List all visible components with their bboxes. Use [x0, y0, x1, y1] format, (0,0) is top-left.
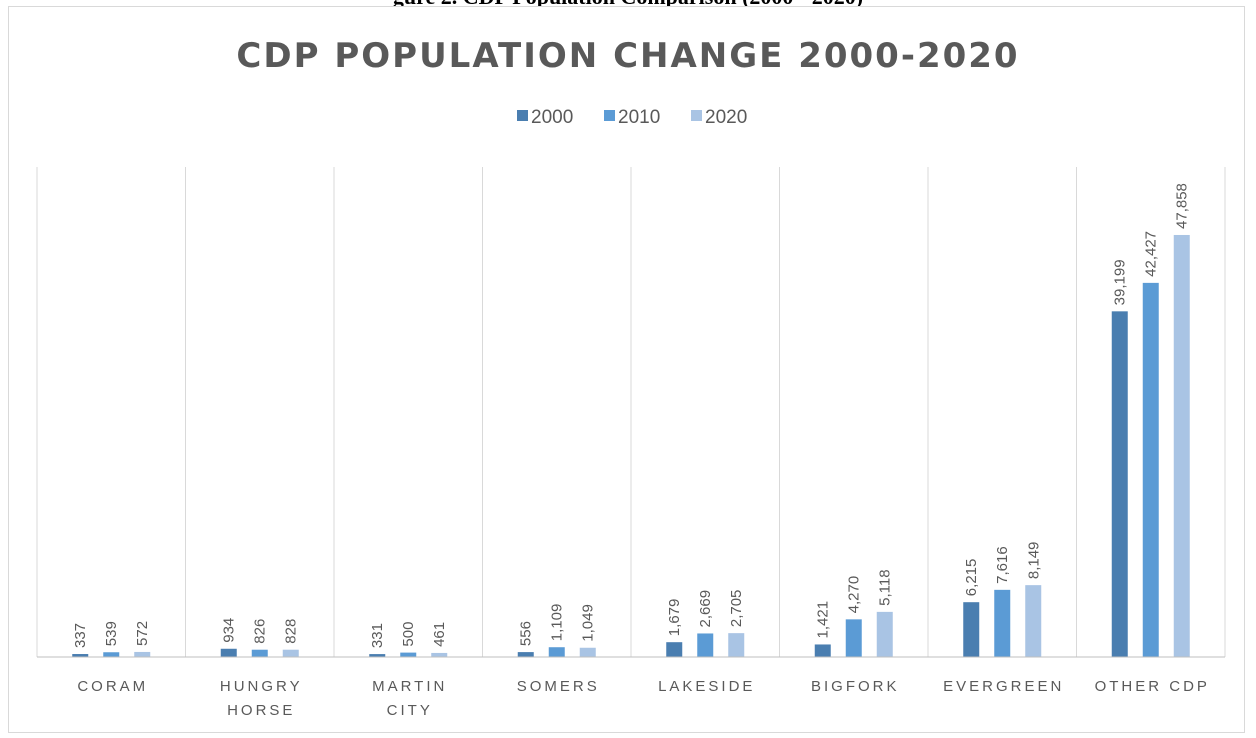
bar-2000-5	[814, 644, 831, 657]
x-tick-label: HORSE	[227, 702, 295, 719]
data-label: 2,669	[697, 590, 714, 628]
data-label: 2,705	[728, 590, 745, 628]
bar-2000-1	[220, 648, 237, 657]
bar-2010-6	[994, 589, 1011, 657]
data-label: 1,421	[815, 601, 832, 639]
data-label: 572	[134, 621, 151, 646]
data-label: 6,215	[963, 559, 980, 597]
data-label: 5,118	[877, 569, 894, 605]
x-tick-label: HUNGRY	[220, 678, 303, 695]
bar-2000-6	[963, 602, 980, 657]
data-label: 500	[400, 622, 417, 647]
bar-2020-1	[282, 649, 299, 657]
chart-legend: 2000 2010 2020	[517, 107, 747, 128]
data-label: 4,270	[846, 576, 863, 614]
x-tick-label: OTHER CDP	[1095, 678, 1210, 695]
chart-x-axis: CORAM HUNGRY HORSE MARTIN CITY SOMERS LAKESIDE…	[37, 656, 1225, 719]
bar-2020-2	[431, 652, 448, 657]
bar-2000-4	[666, 642, 683, 657]
data-label: 331	[369, 623, 386, 648]
data-label: 1,679	[666, 599, 683, 637]
data-label: 39,199	[1112, 259, 1129, 305]
data-label: 1,109	[549, 604, 566, 642]
chart-title: CDP POPULATION CHANGE 2000-2020	[236, 36, 1019, 76]
bar-2010-3	[548, 647, 565, 657]
data-label: 539	[103, 621, 120, 646]
x-tick-label: LAKESIDE	[658, 678, 755, 695]
x-tick-label: BIGFORK	[811, 678, 900, 695]
bar-2010-5	[845, 619, 862, 657]
bar-2020-4	[728, 633, 745, 657]
chart-data-labels: 337 539 572 934 826 828 331 500 461 556 1,109 1,049…	[72, 183, 1191, 648]
data-label: 461	[431, 622, 448, 647]
bar-2020-7	[1173, 234, 1190, 657]
bar-2020-5	[876, 611, 893, 657]
legend-swatch-2000	[517, 110, 528, 121]
data-label: 934	[221, 618, 238, 643]
chart-grid	[36, 167, 1226, 657]
bar-2010-1	[251, 649, 268, 657]
x-tick-label: CITY	[387, 702, 433, 719]
page-heading: gure 2. CDP Population Comparison (2000 …	[0, 0, 1256, 10]
data-label: 556	[518, 621, 535, 646]
legend-swatch-2010	[604, 110, 615, 121]
x-tick-label: EVERGREEN	[943, 678, 1064, 695]
bar-2020-0	[134, 651, 151, 657]
x-tick-label: MARTIN	[372, 678, 447, 695]
bar-2000-7	[1111, 311, 1128, 657]
legend-label-2000: 2000	[531, 107, 573, 128]
bar-2000-2	[369, 654, 386, 657]
bar-2010-7	[1142, 282, 1159, 657]
bar-2020-6	[1025, 585, 1042, 657]
bar-2010-4	[697, 633, 714, 657]
data-label: 7,616	[994, 546, 1011, 584]
bar-2010-0	[103, 652, 120, 657]
data-label: 828	[283, 619, 300, 644]
data-label: 42,427	[1143, 231, 1160, 277]
bar-2020-3	[579, 647, 596, 657]
data-label: 826	[252, 619, 269, 644]
bar-2000-3	[517, 652, 534, 657]
x-tick-label: SOMERS	[517, 678, 600, 695]
bar-2000-0	[72, 654, 89, 657]
bar-2010-2	[400, 652, 417, 657]
data-label: 8,149	[1025, 542, 1042, 580]
data-label: 1,049	[580, 604, 597, 642]
data-label: 337	[72, 623, 89, 648]
legend-label-2010: 2010	[618, 107, 660, 128]
data-label: 47,858	[1174, 183, 1191, 229]
legend-swatch-2020	[691, 110, 702, 121]
legend-label-2020: 2020	[705, 107, 747, 128]
x-tick-label: CORAM	[77, 678, 148, 695]
chart-bars	[72, 234, 1190, 657]
